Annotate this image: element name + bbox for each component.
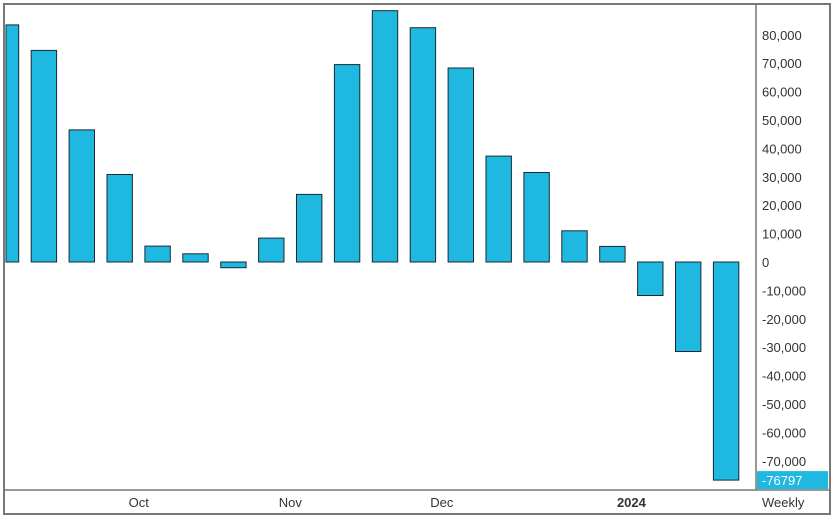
y-tick-label: -10,000	[762, 283, 806, 298]
y-tick-label: 50,000	[762, 113, 802, 128]
bar-17	[637, 261, 664, 296]
y-tick-label: -20,000	[762, 312, 806, 327]
last-value-badge: -76797	[757, 471, 828, 490]
y-tick-label: 60,000	[762, 85, 802, 100]
y-tick-label: 40,000	[762, 141, 802, 156]
last-value-label: -76797	[762, 473, 802, 488]
bar-16	[599, 245, 626, 263]
y-tick-label: -70,000	[762, 454, 806, 469]
bar-7	[258, 237, 285, 263]
y-tick-label: 0	[762, 255, 769, 270]
y-tick-label: 80,000	[762, 28, 802, 43]
x-tick-label: 2024	[617, 495, 647, 510]
bar-4	[144, 245, 171, 263]
bar-6	[220, 261, 247, 269]
y-tick-label: 30,000	[762, 170, 802, 185]
bar-0	[5, 24, 20, 263]
bar-19	[712, 261, 740, 481]
bar-2	[68, 129, 95, 263]
bar-18	[675, 261, 702, 352]
x-tick-label: Nov	[279, 495, 303, 510]
y-tick-label: -50,000	[762, 397, 806, 412]
y-tick-label: 10,000	[762, 227, 802, 242]
bar-12	[447, 67, 475, 263]
x-tick-label: Oct	[129, 495, 150, 510]
bar-3	[106, 174, 133, 263]
bar-9	[333, 64, 361, 263]
last-value-badge-bg	[757, 471, 828, 490]
bar-15	[561, 230, 588, 263]
y-tick-label: 70,000	[762, 56, 802, 71]
bar-11	[409, 27, 437, 263]
bar-8	[296, 193, 323, 263]
y-tick-label: -60,000	[762, 425, 806, 440]
y-tick-labels: 80,000 70,000 60,000 50,000 40,000 30,000 20,0…	[762, 28, 806, 469]
bars-group	[5, 10, 740, 481]
y-tick-label: -30,000	[762, 340, 806, 355]
x-tick-label: Dec	[430, 495, 454, 510]
y-tick-label: 20,000	[762, 198, 802, 213]
bar-13	[485, 155, 512, 263]
x-tick-labels: Oct Nov Dec 2024	[129, 495, 647, 510]
bar-5	[182, 253, 209, 263]
bar-14	[523, 172, 550, 263]
bar-10	[371, 10, 399, 263]
frequency-label: Weekly	[762, 495, 805, 510]
bar-1	[30, 49, 58, 263]
y-tick-label: -40,000	[762, 369, 806, 384]
